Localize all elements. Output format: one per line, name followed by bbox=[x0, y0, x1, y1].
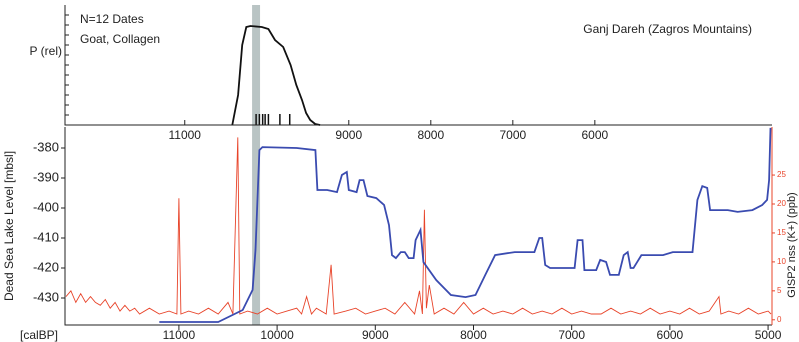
y2-tick-label: 20 bbox=[777, 199, 786, 208]
x-tick-label: 9000 bbox=[335, 128, 362, 142]
x-tick-label: 11000 bbox=[163, 328, 196, 342]
y-tick-label: -420 bbox=[33, 259, 59, 274]
y2-axis-label: GISP2 nss (K+) (ppb) bbox=[786, 192, 798, 297]
highlight-band bbox=[252, 5, 261, 325]
series-line bbox=[65, 137, 772, 315]
y-tick-label: -400 bbox=[33, 199, 59, 214]
y-axis-label: Dead Sea Lake Level [mbsl] bbox=[2, 151, 16, 301]
x-tick-label: 6000 bbox=[657, 328, 684, 342]
chart-title: Ganj Dareh (Zagros Mountains) bbox=[583, 22, 752, 36]
y2-tick-label: 0 bbox=[777, 315, 782, 324]
x-tick-label: 11000 bbox=[169, 128, 202, 142]
bottom-axis bbox=[64, 127, 772, 326]
y-tick-label: -410 bbox=[33, 229, 59, 244]
top-y-label: P (rel) bbox=[30, 44, 62, 58]
y2-tick-label: 5 bbox=[777, 286, 782, 295]
x-tick-label: 9000 bbox=[362, 328, 389, 342]
series-line bbox=[159, 127, 772, 323]
x-tick-label: 6000 bbox=[581, 128, 608, 142]
y-tick-label: -390 bbox=[33, 169, 59, 184]
x-tick-label: 5000 bbox=[755, 328, 782, 342]
x-tick-label: 10000 bbox=[260, 328, 294, 342]
x-tick-label: 8000 bbox=[417, 128, 444, 142]
x-tick-label: 8000 bbox=[460, 328, 487, 342]
y2-tick-label: 25 bbox=[777, 170, 786, 179]
x-tick-label: 7000 bbox=[558, 328, 585, 342]
series-line bbox=[231, 25, 321, 126]
x-tick-label: 7000 bbox=[499, 128, 526, 142]
annotation: N=12 Dates bbox=[80, 12, 144, 26]
annotation: Goat, Collagen bbox=[80, 32, 160, 46]
y-tick-label: -380 bbox=[33, 139, 59, 154]
y-tick-label: -430 bbox=[33, 289, 59, 304]
y2-tick-label: 15 bbox=[777, 228, 786, 237]
x-axis-label: [calBP] bbox=[20, 328, 58, 342]
y2-tick-label: 10 bbox=[777, 257, 786, 266]
